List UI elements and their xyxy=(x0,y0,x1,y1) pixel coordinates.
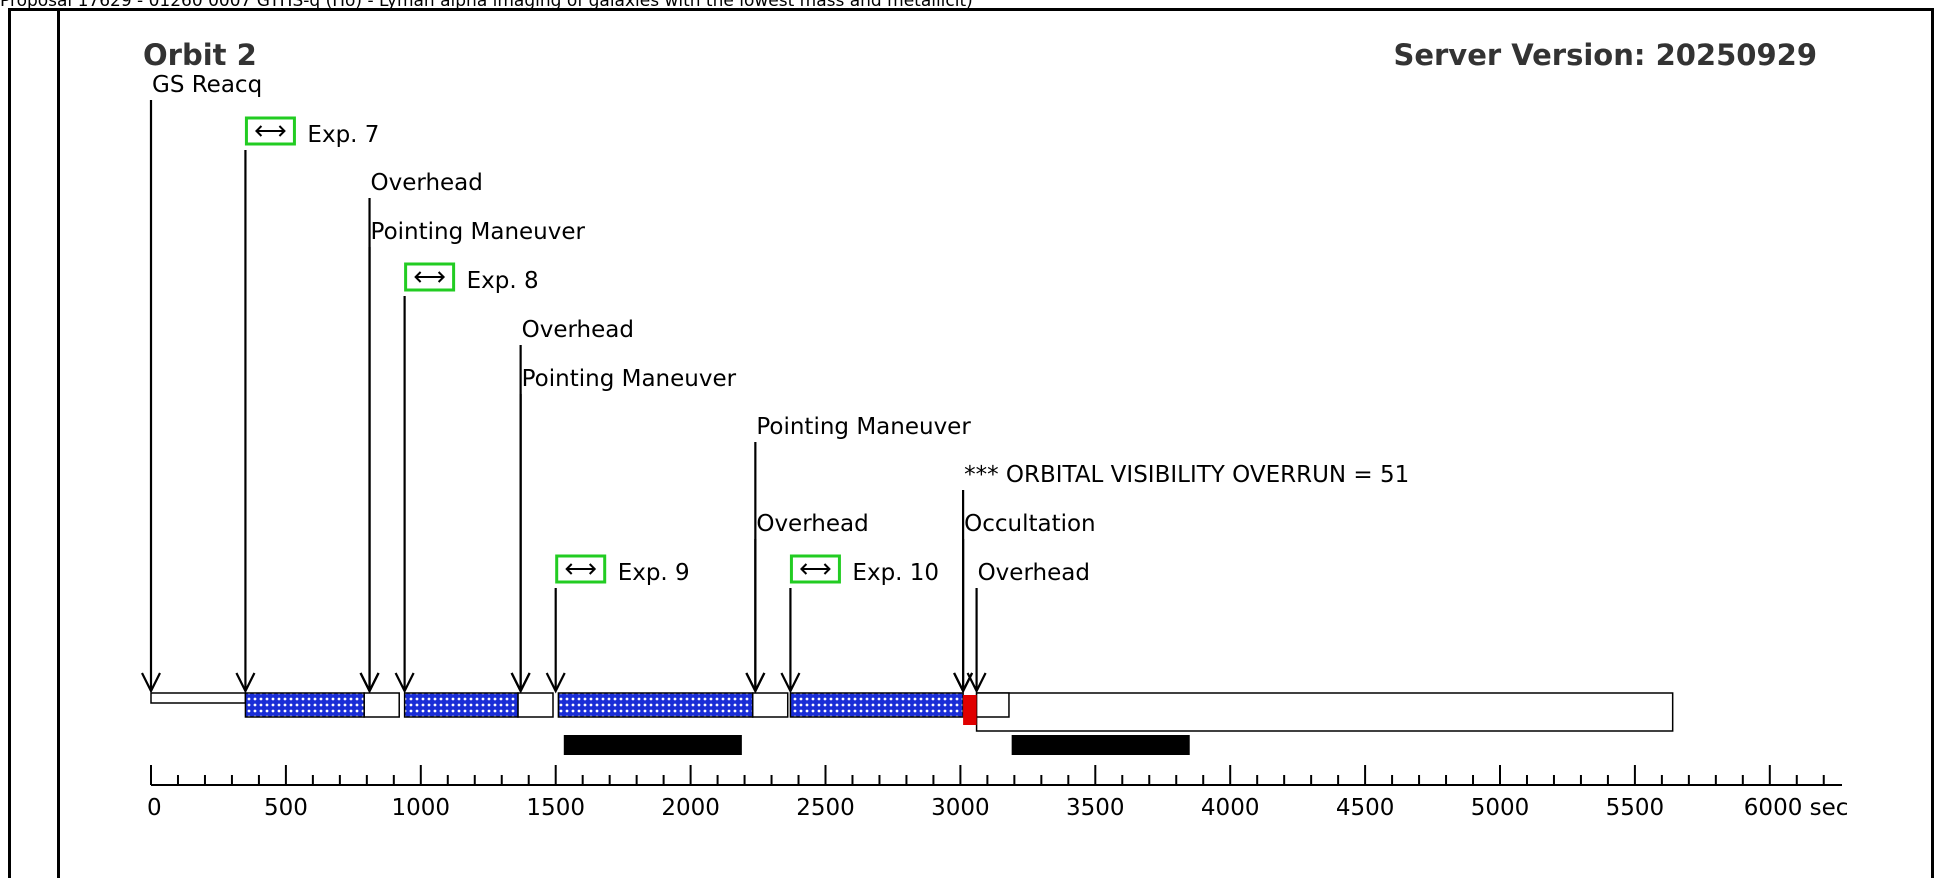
axis-tick-label: 0 xyxy=(147,795,162,821)
event-label: Overhead xyxy=(371,170,483,196)
duration-arrow-icon xyxy=(414,271,446,283)
event-label: Overhead xyxy=(756,511,868,537)
overrun-marker xyxy=(963,695,977,725)
exposure-icon-box xyxy=(244,116,296,146)
timeline-event: Pointing Maneuver xyxy=(510,366,737,694)
event-arrowhead xyxy=(235,672,256,694)
visibility-window-block xyxy=(975,692,1674,732)
event-label: Exp. 10 xyxy=(852,560,939,586)
duration-arrow-icon xyxy=(255,125,286,137)
timeline-event: Exp. 7 xyxy=(235,116,379,694)
axis-tick-label: 1500 xyxy=(526,795,585,821)
axis-tick-label: 4500 xyxy=(1336,795,1395,821)
axis-tick-label: 5000 xyxy=(1471,795,1530,821)
axis-tick-label: 2000 xyxy=(661,795,720,821)
event-label: GS Reacq xyxy=(152,72,262,98)
event-arrowhead xyxy=(545,672,566,694)
event-arrowhead xyxy=(394,672,415,694)
exposure-block xyxy=(789,692,964,718)
event-label: Exp. 7 xyxy=(307,122,379,148)
timeline-event: Overhead xyxy=(745,511,869,694)
overhead-block xyxy=(975,692,1010,718)
exposure-block xyxy=(244,692,365,718)
timeline-blocks xyxy=(150,692,1674,755)
timeline-event: Exp. 8 xyxy=(394,262,539,694)
server-version: Server Version: 20250929 xyxy=(1393,38,1817,72)
exposure-block xyxy=(403,692,519,718)
event-label: Pointing Maneuver xyxy=(756,414,971,440)
orbit-title: Orbit 2 xyxy=(143,38,257,72)
axis-tick-label: 500 xyxy=(264,795,308,821)
axis-tick-label: 1000 xyxy=(392,795,451,821)
timeline-event: GS Reacq xyxy=(141,72,262,694)
axis-tick-label: 5500 xyxy=(1606,795,1665,821)
timeline-events: GS Reacq Exp. 7 Overhead Pointing Maneuver E… xyxy=(141,72,1409,694)
diagram-frame xyxy=(8,8,1934,878)
event-arrowhead xyxy=(780,672,801,694)
timeline-event: Occultation xyxy=(953,511,1096,694)
overhead-block xyxy=(363,692,400,718)
occultation-bar xyxy=(1011,735,1190,755)
timeline-event: Exp. 10 xyxy=(780,554,939,694)
proposal-header: Proposal 17629 - 01260 0007 GTHS-q (Ho) … xyxy=(0,0,973,11)
occultation-bar xyxy=(563,735,742,755)
duration-arrow-icon xyxy=(800,563,831,575)
exposure-block xyxy=(557,692,754,718)
axis-tick-label: 6000 sec xyxy=(1744,795,1849,821)
duration-arrow-icon xyxy=(565,563,597,575)
event-label: Pointing Maneuver xyxy=(522,366,737,392)
overhead-block xyxy=(751,692,789,718)
event-arrowhead xyxy=(141,672,161,694)
timeline-event: Overhead xyxy=(359,170,483,694)
event-arrowhead xyxy=(953,672,974,694)
gs-reacq-block xyxy=(150,692,247,704)
timeline-event: Pointing Maneuver xyxy=(359,219,586,694)
event-label: Overhead xyxy=(978,560,1090,586)
overhead-block xyxy=(517,692,554,718)
event-arrowhead xyxy=(359,672,380,694)
event-label: Pointing Maneuver xyxy=(371,219,586,245)
axis-tick-label: 3000 xyxy=(931,795,990,821)
event-arrowhead xyxy=(966,672,987,694)
event-label: Exp. 8 xyxy=(467,268,539,294)
time-axis: 0 500 1000 1500 2000 2500 3000 3500 4000 4500 5000… xyxy=(147,765,1848,821)
timeline-event: Exp. 9 xyxy=(545,554,690,694)
event-label: Overhead xyxy=(522,317,634,343)
timeline-event: Pointing Maneuver xyxy=(745,414,971,694)
event-label: *** ORBITAL VISIBILITY OVERRUN = 51 xyxy=(964,462,1409,488)
axis-tick-label: 4000 xyxy=(1201,795,1260,821)
axis-tick-label: 2500 xyxy=(796,795,855,821)
event-label: Exp. 9 xyxy=(618,560,690,586)
event-arrowhead xyxy=(745,672,766,694)
exposure-icon-box xyxy=(789,554,841,584)
timeline-event: Overhead xyxy=(966,560,1090,694)
left-margin-rule xyxy=(57,8,60,878)
event-arrowhead xyxy=(510,672,531,694)
event-label: Occultation xyxy=(964,511,1096,537)
axis-tick-label: 3500 xyxy=(1066,795,1125,821)
